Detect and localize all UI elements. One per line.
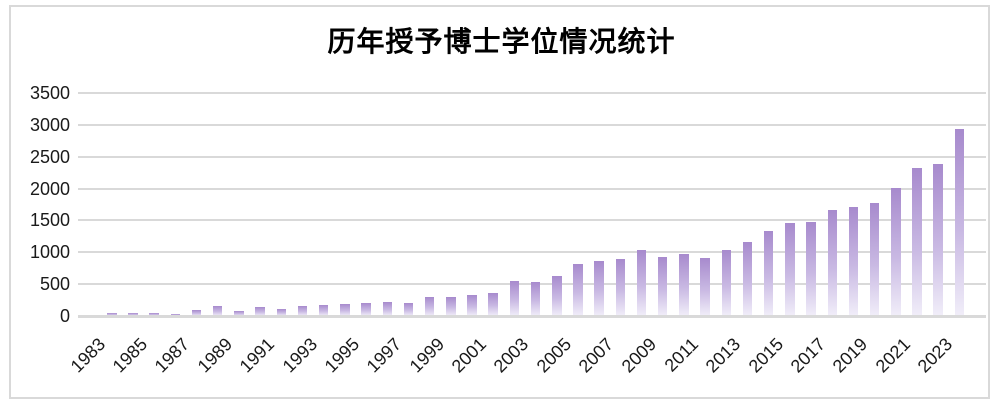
bar-2016 (785, 222, 795, 316)
bar-2010 (657, 256, 668, 316)
y-axis-tick-label-1500: 1500 (29, 210, 70, 231)
bar-1988 (191, 309, 202, 316)
gridline-3500 (78, 92, 986, 94)
bar-2022 (912, 168, 922, 316)
gridline-3000 (78, 123, 986, 126)
bar-1991 (255, 306, 265, 316)
y-axis-tick-label-1000: 1000 (29, 242, 70, 263)
bar-2013 (721, 250, 732, 316)
gridline-1500 (78, 219, 986, 222)
bar-2005 (552, 276, 562, 316)
bar-2021 (891, 187, 901, 316)
bar-1986 (149, 313, 159, 316)
bar-2006 (573, 264, 583, 316)
bar-2003 (509, 280, 520, 316)
bar-1984 (107, 313, 117, 316)
bar-2019 (848, 207, 859, 316)
y-axis-tick-label-3500: 3500 (29, 83, 70, 103)
y-axis-tick-label-2000: 2000 (29, 178, 70, 199)
bar-2014 (742, 242, 753, 316)
y-axis-tick-label-0: 0 (59, 306, 70, 326)
gridline-1000 (78, 251, 986, 254)
y-axis-tick-label-3000: 3000 (29, 114, 70, 135)
bar-2001 (467, 294, 477, 316)
bar-2009 (636, 249, 647, 316)
x-axis-line (78, 315, 986, 318)
bar-2024 (954, 128, 965, 316)
bar-1990 (234, 310, 244, 316)
bar-2008 (615, 258, 626, 316)
bar-1994 (318, 305, 329, 316)
bar-2020 (869, 202, 880, 316)
bar-2017 (806, 222, 816, 316)
y-axis-tick-label-2500: 2500 (29, 146, 70, 167)
bar-2000 (446, 296, 456, 316)
bar-1998 (403, 302, 414, 316)
bar-1992 (276, 308, 287, 316)
bar-2011 (679, 254, 689, 316)
bar-2012 (700, 258, 710, 316)
bar-1995 (340, 303, 350, 316)
bar-1997 (382, 301, 392, 316)
bar-2018 (827, 210, 837, 316)
gridline-2000 (78, 187, 986, 190)
bar-1985 (128, 313, 138, 316)
bar-1999 (424, 296, 435, 316)
bar-2002 (488, 292, 498, 316)
bar-1989 (212, 305, 223, 316)
bar-2004 (530, 281, 541, 316)
bar-1996 (361, 302, 371, 316)
y-axis-tick-label-500: 500 (39, 274, 70, 295)
bar-2023 (933, 164, 943, 316)
bar-1993 (297, 305, 308, 316)
bar-2015 (763, 230, 774, 316)
chart-title: 历年授予博士学位情况统计 (327, 26, 676, 57)
gridline-2500 (78, 155, 986, 158)
bar-2007 (594, 260, 604, 316)
chart-frame (9, 5, 990, 399)
